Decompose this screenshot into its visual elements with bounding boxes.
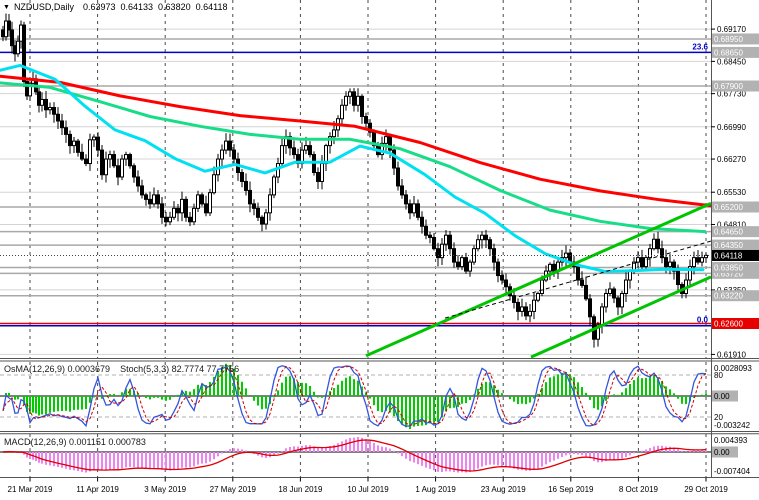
svg-text:0.64350: 0.64350 — [714, 241, 743, 250]
candlestick-series — [1, 13, 708, 348]
svg-text:0.00: 0.00 — [714, 448, 730, 457]
svg-text:0.68650: 0.68650 — [714, 48, 743, 57]
svg-text:-0.003242: -0.003242 — [714, 421, 751, 430]
svg-text:0.63850: 0.63850 — [714, 263, 743, 272]
svg-text:80: 80 — [714, 371, 723, 380]
ohlc-low: 0.63820 — [158, 2, 191, 12]
svg-text:0.62600: 0.62600 — [714, 320, 743, 329]
svg-text:0.0028093: 0.0028093 — [714, 364, 752, 373]
chart-symbol-timeframe: NZDUSD,Daily — [13, 2, 74, 12]
svg-text:23.6: 23.6 — [692, 42, 708, 51]
svg-text:0.66990: 0.66990 — [717, 123, 746, 132]
ohlc-high: 0.64133 — [120, 2, 154, 12]
chart-ohlc-readout: ▼ NZDUSD,Daily 0.63973 0.64133 0.63820 0.6411… — [3, 2, 227, 12]
svg-text:21 Mar 2019: 21 Mar 2019 — [8, 485, 53, 494]
svg-text:18 Jun 2019: 18 Jun 2019 — [278, 485, 323, 494]
svg-text:0.67900: 0.67900 — [714, 82, 743, 91]
trendline-objects[interactable] — [365, 202, 712, 359]
svg-text:0.64650: 0.64650 — [714, 228, 743, 237]
svg-text:23 Aug 2019: 23 Aug 2019 — [481, 485, 526, 494]
symbol-dropdown-icon[interactable]: ▼ — [3, 4, 10, 11]
svg-text:0.61910: 0.61910 — [717, 350, 746, 359]
svg-text:0.68950: 0.68950 — [714, 35, 743, 44]
stoch-label: Stoch(5,3,3) 82.7774 77.7756 — [120, 364, 240, 374]
svg-text:0.63720: 0.63720 — [714, 269, 743, 278]
osma-stoch-panel — [0, 363, 711, 429]
ma-fast-cyan — [0, 63, 705, 273]
svg-text:27 May 2019: 27 May 2019 — [210, 485, 257, 494]
svg-text:0.00: 0.00 — [714, 392, 730, 401]
svg-text:0.69170: 0.69170 — [717, 25, 746, 34]
svg-text:20: 20 — [714, 413, 723, 422]
channel-upper[interactable] — [365, 202, 712, 358]
svg-text:11 Apr 2019: 11 Apr 2019 — [76, 485, 119, 494]
ma-slow-red — [0, 74, 713, 208]
moving-averages — [0, 63, 713, 273]
svg-text:0.64810: 0.64810 — [717, 220, 746, 229]
svg-text:16 Sep 2019: 16 Sep 2019 — [548, 485, 594, 494]
svg-text:0.0: 0.0 — [697, 316, 709, 325]
channel-lower[interactable] — [530, 275, 712, 359]
ohlc-open: 0.63973 — [82, 2, 116, 12]
macd-indicator-label: MACD(12,26,9) 0.001151 0.000783 — [4, 437, 146, 447]
svg-text:0.65530: 0.65530 — [717, 188, 746, 197]
macd-signal-line — [2, 439, 707, 472]
svg-text:0.63220: 0.63220 — [714, 292, 743, 301]
osma-stoch-indicator-label: OsMA(12,26,9) 0.0003679 Stoch(5,3,3) 82.7… — [4, 364, 239, 374]
fibonacci-labels: 23.6 0.0 — [692, 42, 708, 324]
time-axis[interactable]: 21 Mar 2019 11 Apr 2019 3 May 2019 27 May 2… — [8, 477, 729, 495]
price-axis[interactable]: 0.69170 0.68450 0.67730 0.66990 0.66270 0.655… — [711, 25, 759, 476]
ohlc-close: 0.64118 — [195, 2, 228, 12]
svg-text:0.64118: 0.64118 — [714, 251, 743, 260]
macd-label: MACD(12,26,9) 0.001151 0.000783 — [4, 437, 146, 447]
svg-text:29 Oct 2019: 29 Oct 2019 — [684, 485, 728, 494]
svg-text:-0.007404: -0.007404 — [714, 467, 751, 476]
stochastic-d-line — [2, 365, 707, 427]
macd-panel — [0, 437, 711, 473]
svg-text:10 Jul 2019: 10 Jul 2019 — [347, 485, 389, 494]
ma-medium-green — [0, 81, 707, 234]
panel-borders — [0, 0, 759, 478]
svg-text:0.65200: 0.65200 — [714, 203, 743, 212]
svg-text:0.67730: 0.67730 — [717, 90, 746, 99]
svg-text:0.66270: 0.66270 — [717, 155, 746, 164]
svg-text:3 May 2019: 3 May 2019 — [144, 485, 186, 494]
svg-text:0.004393: 0.004393 — [714, 436, 748, 445]
svg-text:0.68450: 0.68450 — [717, 57, 746, 66]
svg-text:1 Aug 2019: 1 Aug 2019 — [415, 485, 456, 494]
svg-text:8 Oct 2019: 8 Oct 2019 — [619, 485, 659, 494]
osma-label: OsMA(12,26,9) 0.0003679 — [4, 364, 111, 374]
